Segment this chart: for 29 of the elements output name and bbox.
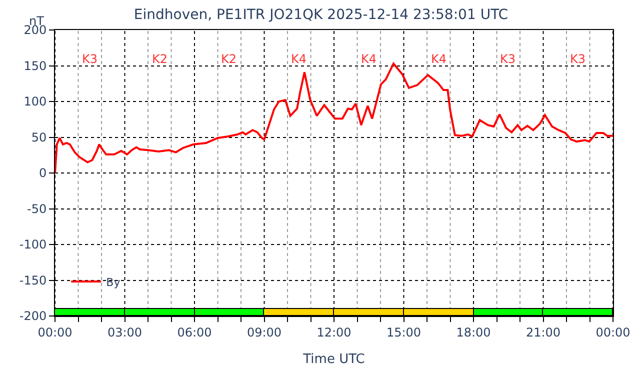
annotation: K4 bbox=[361, 52, 377, 66]
y-tick-label: 50 bbox=[31, 130, 47, 144]
y-tick-label: -150 bbox=[19, 273, 47, 288]
y-tick-label: -200 bbox=[19, 309, 47, 324]
legend-label: By bbox=[106, 276, 121, 289]
x-tick-label: 12:00 bbox=[316, 325, 352, 340]
y-tick-label: 0 bbox=[38, 166, 47, 180]
x-tick-label: 00:00 bbox=[596, 325, 630, 340]
annotation: K2 bbox=[221, 52, 237, 66]
x-tick-label: 15:00 bbox=[386, 325, 422, 340]
x-tick-label: 03:00 bbox=[107, 325, 142, 340]
x-tick-label: 18:00 bbox=[456, 325, 491, 340]
x-tick-label: 21:00 bbox=[526, 325, 561, 340]
chart-title: Eindhoven, PE1ITR JO21QK 2025-12-14 23:58:01 UTC bbox=[134, 7, 508, 24]
y-tick-label: 150 bbox=[24, 58, 47, 73]
x-tick-label: 00:00 bbox=[38, 325, 72, 340]
y-tick-label: -50 bbox=[26, 202, 47, 216]
annotation: K4 bbox=[291, 52, 307, 66]
x-axis-title: Time UTC bbox=[302, 352, 365, 367]
annotation: K3 bbox=[570, 52, 586, 66]
x-tick-label: 09:00 bbox=[246, 325, 282, 340]
annotation: K3 bbox=[500, 52, 516, 66]
y-tick-label: -100 bbox=[19, 238, 47, 252]
x-tick-label: 06:00 bbox=[177, 325, 212, 340]
annotation: K2 bbox=[152, 52, 168, 66]
y-tick-label: 100 bbox=[24, 94, 47, 109]
line-series bbox=[55, 62, 613, 174]
annotation: K3 bbox=[82, 52, 98, 66]
annotation: K4 bbox=[431, 52, 447, 66]
